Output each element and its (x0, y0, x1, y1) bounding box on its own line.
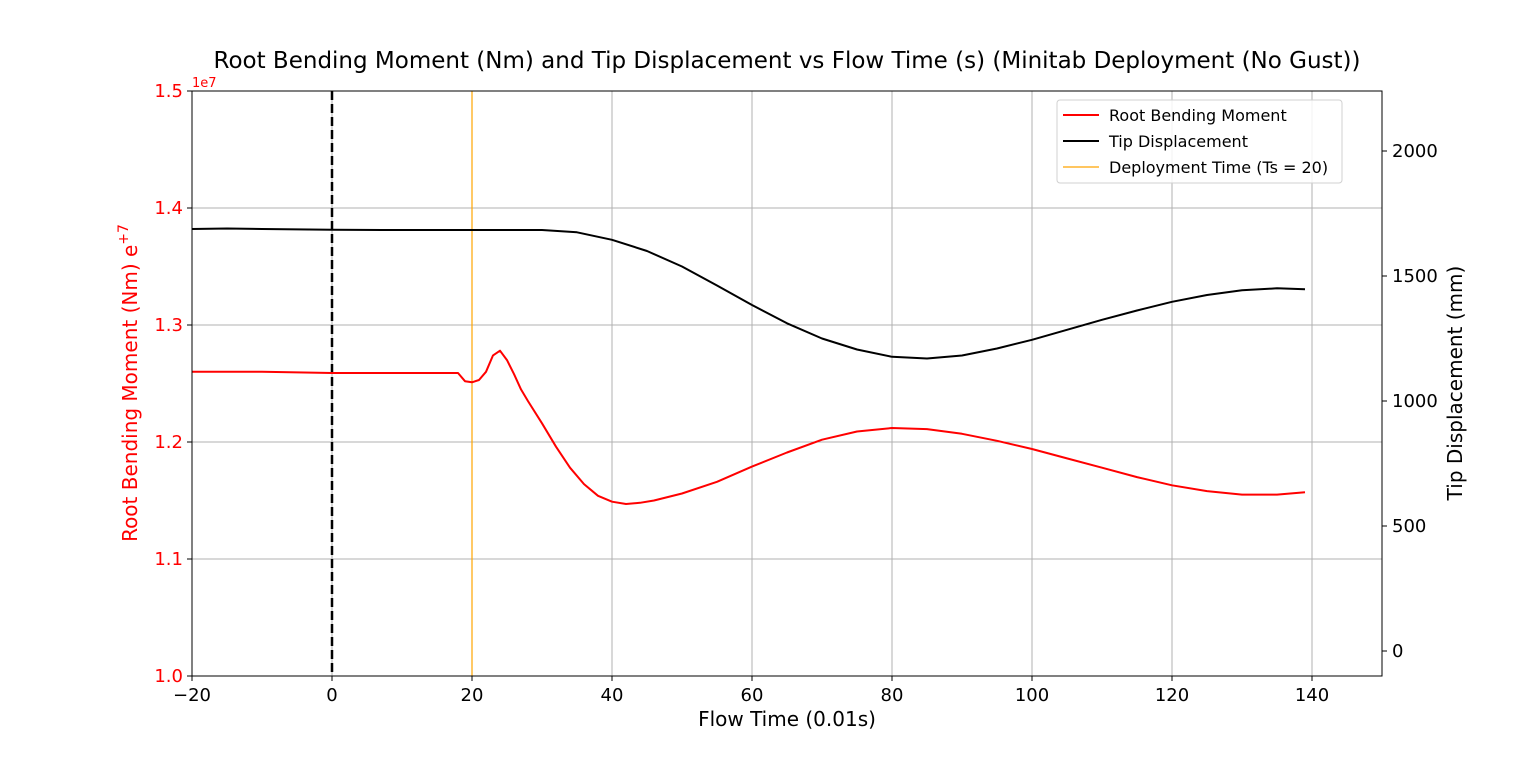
left-y-tick-label: 1.5 (154, 81, 183, 102)
tip-displacement-line (191, 227, 1306, 360)
x-tick-label: 20 (461, 685, 484, 706)
left-y-tick-label: 1.4 (154, 198, 183, 219)
plot-marks (191, 91, 1306, 676)
x-tick-label: 0 (326, 685, 337, 706)
right-y-axis-label: Tip Displacement (mm) (1443, 266, 1467, 502)
right-y-tick-label: 2000 (1392, 141, 1438, 162)
x-tick-label: −20 (173, 685, 211, 706)
left-y-axis-label-main: Root Bending Moment (Nm) e (118, 245, 142, 542)
legend: Root Bending Moment Tip Displacement Deplo… (1056, 99, 1343, 184)
right-y-tick-label: 500 (1392, 516, 1426, 537)
left-y-axis-label: Root Bending Moment (Nm) e+7 (116, 224, 142, 542)
x-axis-label: Flow Time (0.01s) (698, 707, 876, 731)
x-tick-label: 40 (601, 685, 624, 706)
right-y-tick-label: 0 (1392, 641, 1403, 662)
x-tick-label: 140 (1295, 685, 1329, 706)
legend-box (1056, 99, 1343, 184)
axes (191, 90, 1383, 677)
left-y-tick-label: 1.1 (154, 549, 183, 570)
chart-title: Root Bending Moment (Nm) and Tip Displac… (214, 48, 1361, 74)
legend-item-tip-displacement: Tip Displacement (1108, 132, 1248, 151)
right-y-tick-label: 1500 (1392, 266, 1438, 287)
x-tick-label: 120 (1155, 685, 1189, 706)
legend-item-root-bending-moment: Root Bending Moment (1109, 106, 1287, 125)
left-axis-offset-label: 1e7 (192, 76, 217, 91)
left-y-tick-label: 1.0 (154, 666, 183, 687)
left-y-axis-label-exponent: +7 (116, 224, 132, 245)
right-y-tick-label: 1000 (1392, 391, 1438, 412)
left-y-tick-label: 1.3 (154, 315, 183, 336)
x-tick-label: 100 (1015, 685, 1049, 706)
root-bending-moment-line (192, 349, 1306, 505)
tick-labels: −20 0 20 40 60 80 100 120 140 1.0 1.1 1.2 1.3 1.4 1.5 0… (154, 81, 1437, 706)
legend-item-deployment-time: Deployment Time (Ts = 20) (1109, 158, 1328, 177)
left-y-tick-label: 1.2 (154, 432, 183, 453)
x-tick-label: 60 (741, 685, 764, 706)
x-tick-label: 80 (881, 685, 904, 706)
plot-frame (191, 90, 1383, 677)
